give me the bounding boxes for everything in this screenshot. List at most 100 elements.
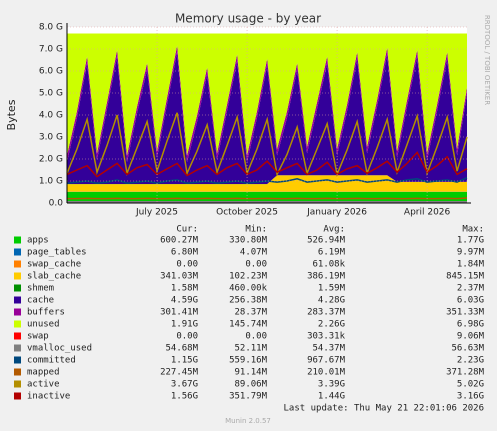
y-tick-label: 3.0 G (39, 133, 63, 143)
legend-label: inactive (27, 392, 70, 402)
legend-avg: 967.67M (307, 356, 346, 366)
legend-swatch (14, 260, 21, 268)
data-layer (66, 33, 468, 203)
legend-avg: 283.37M (307, 308, 346, 318)
column-header: Cur: (176, 225, 198, 235)
area (67, 192, 467, 203)
x-tick-label: April 2026 (404, 208, 451, 218)
legend-min: 0.00 (245, 260, 267, 270)
y-tick-label: 2.0 G (39, 155, 63, 165)
y-tick-label: 7.0 G (39, 45, 63, 55)
y-tick-label: 8.0 G (39, 23, 63, 33)
legend-min: 91.14M (234, 368, 267, 378)
legend-min: 256.38M (229, 296, 268, 306)
y-tick-label: 1.0 G (39, 177, 63, 187)
y-tick-label: 4.0 G (39, 111, 63, 121)
legend-avg: 4.28G (318, 296, 345, 306)
legend-avg: 1.59M (318, 284, 346, 294)
legend-label: buffers (27, 308, 65, 318)
legend-label: slab_cache (27, 272, 81, 282)
y-tick-label: 6.0 G (39, 67, 63, 77)
legend-swatch (14, 248, 21, 256)
legend-avg: 386.19M (307, 272, 346, 282)
legend-cur: 1.56G (171, 392, 198, 402)
legend-cur: 1.58M (171, 284, 199, 294)
legend-swatch (14, 272, 21, 280)
legend-avg: 526.94M (307, 236, 346, 246)
legend-avg: 2.26G (318, 320, 345, 330)
chart-title: Memory usage - by year (175, 12, 321, 26)
legend-max: 3.16G (457, 392, 484, 402)
x-tick-label: January 2026 (306, 208, 367, 218)
legend-avg: 61.08k (312, 260, 345, 270)
legend-swatch (14, 308, 21, 316)
side-text: RRDTOOL / TOBI OETIKER (483, 15, 491, 105)
column-header: Max: (462, 225, 484, 235)
column-header: Avg: (323, 225, 345, 235)
legend-cur: 1.15G (171, 356, 198, 366)
legend-label: vmalloc_used (27, 344, 92, 354)
x-tick-label: October 2025 (216, 208, 278, 218)
y-axis-label: Bytes (5, 99, 18, 130)
legend-max: 5.02G (457, 380, 484, 390)
legend-cur: 4.59G (171, 296, 198, 306)
legend-label: swap_cache (27, 260, 81, 270)
legend-min: 559.16M (229, 356, 268, 366)
legend-cur: 6.80M (171, 248, 199, 258)
legend-min: 351.79M (229, 392, 268, 402)
legend-max: 56.63M (451, 344, 484, 354)
legend-max: 6.03G (457, 296, 484, 306)
legend-min: 330.80M (229, 236, 268, 246)
legend-min: 145.74M (229, 320, 268, 330)
legend-min: 89.06M (234, 380, 267, 390)
line (66, 177, 468, 184)
legend-label: committed (27, 356, 76, 366)
legend-label: apps (27, 236, 49, 246)
legend-max: 351.33M (446, 308, 485, 318)
legend-label: unused (27, 320, 60, 330)
legend-swatch (14, 344, 21, 352)
line (66, 112, 468, 178)
legend-label: shmem (27, 284, 54, 294)
legend-avg: 54.37M (312, 344, 345, 354)
legend-label: active (27, 380, 60, 390)
legend-cur: 341.03M (160, 272, 199, 282)
area (67, 33, 467, 156)
legend-avg: 6.19M (318, 248, 346, 258)
legend-max: 845.15M (446, 272, 485, 282)
legend-label: cache (27, 296, 54, 306)
y-tick-label: 0.0 (49, 199, 64, 209)
legend-max: 9.06M (457, 332, 485, 342)
legend-swatch (14, 332, 21, 340)
legend-max: 1.84M (457, 260, 485, 270)
legend-min: 0.00 (245, 332, 267, 342)
footer: Last update: Thu May 21 22:01:06 2026 (284, 404, 484, 414)
legend-swatch (14, 368, 21, 376)
legend-min: 52.11M (234, 344, 267, 354)
legend-max: 371.28M (446, 368, 485, 378)
line (66, 151, 468, 178)
legend-min: 4.07M (240, 248, 268, 258)
legend-max: 9.97M (457, 248, 485, 258)
legend-label: page_tables (27, 248, 87, 258)
area (67, 175, 467, 192)
legend-cur: 1.91G (171, 320, 198, 330)
legend-avg: 3.39G (318, 380, 345, 390)
column-header: Min: (245, 225, 267, 235)
legend-cur: 600.27M (160, 236, 199, 246)
version: Munin 2.0.57 (225, 417, 271, 425)
legend-cur: 0.00 (176, 260, 198, 270)
legend-cur: 301.41M (160, 308, 199, 318)
legend-min: 102.23M (229, 272, 268, 282)
legend-cur: 3.67G (171, 380, 198, 390)
legend-label: swap (27, 332, 49, 342)
legend-swatch (14, 296, 21, 304)
legend-max: 1.77G (457, 236, 484, 246)
legend-swatch (14, 356, 21, 364)
legend-cur: 227.45M (160, 368, 199, 378)
legend-max: 6.98G (457, 320, 484, 330)
legend-avg: 210.01M (307, 368, 346, 378)
legend-min: 460.00k (229, 284, 268, 294)
legend-max: 2.23G (457, 356, 484, 366)
